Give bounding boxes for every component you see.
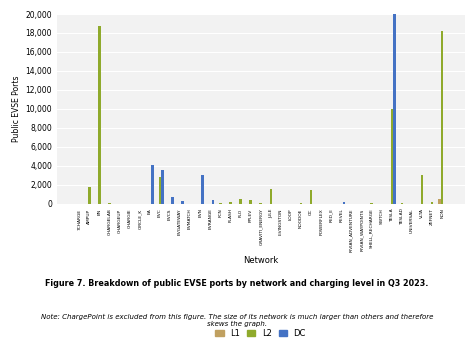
Bar [98,26,100,204]
Bar [249,200,252,204]
Bar [229,202,232,204]
Bar [343,202,345,204]
Bar [239,199,242,204]
Bar [270,190,272,204]
Bar [151,165,154,204]
Bar [219,203,222,204]
Bar [421,175,423,204]
Bar [181,201,184,204]
Bar [88,186,91,204]
Bar [391,109,393,204]
Bar [161,171,164,204]
Bar [300,203,302,204]
Bar [310,190,312,204]
Bar [108,203,111,204]
Y-axis label: Public EVSE Ports: Public EVSE Ports [12,75,21,142]
Bar [211,200,214,204]
Bar [438,199,441,204]
Text: Figure 7. Breakdown of public EVSE ports by network and charging level in Q3 202: Figure 7. Breakdown of public EVSE ports… [46,279,428,288]
Bar [401,203,403,204]
Bar [171,197,174,204]
Bar [441,31,444,204]
X-axis label: Network: Network [243,256,278,265]
Bar [259,203,262,204]
Bar [201,175,204,204]
Bar [431,202,433,204]
Bar [370,203,373,204]
Bar [393,14,396,204]
Legend: L1, L2, DC: L1, L2, DC [212,325,309,341]
Text: Note: ChargePoint is excluded from this figure. The size of its network is much : Note: ChargePoint is excluded from this … [41,314,433,327]
Bar [159,177,161,204]
